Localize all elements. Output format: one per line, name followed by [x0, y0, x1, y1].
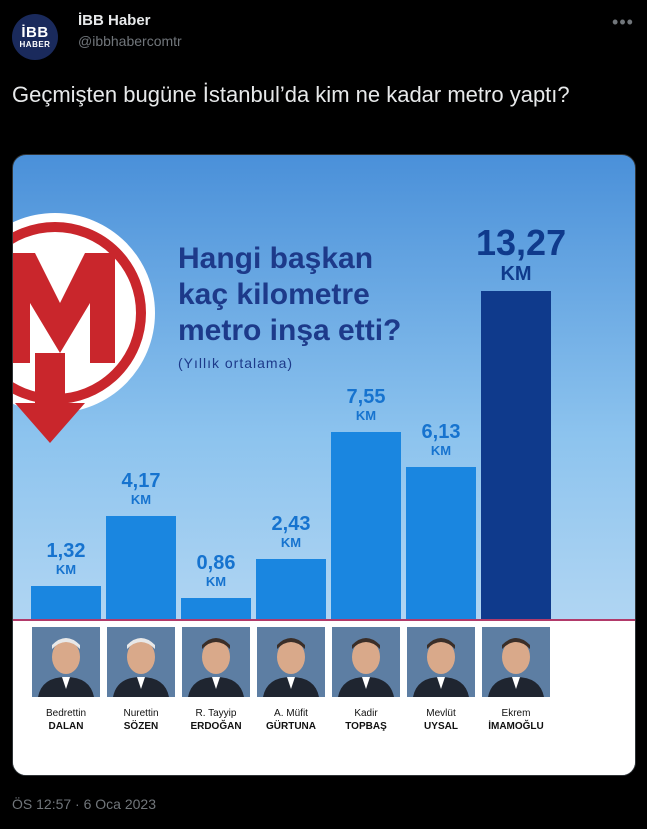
bar-3: [181, 598, 251, 619]
infographic-headline: Hangi başkan kaç kilometre metro inşa et…: [178, 241, 498, 349]
portrait-photo: [332, 627, 400, 697]
more-horizontal-icon[interactable]: •••: [612, 12, 634, 32]
bar-1: [31, 586, 101, 619]
tweet-header: İBB HABER İBB Haber @ibbhabercomtr •••: [0, 0, 647, 70]
avatar-text-bottom: HABER: [19, 40, 51, 49]
bar-5: [331, 432, 401, 619]
bar-7: [481, 291, 551, 619]
first-name: Bedrettin: [45, 708, 87, 719]
last-name: ERDOĞAN: [190, 721, 242, 732]
bar-unit: KM: [130, 492, 152, 507]
portrait-photo: [32, 627, 100, 697]
president-name-label: Kadir TOPBAŞ: [326, 707, 406, 733]
portrait-photo: [257, 627, 325, 697]
president-name-label: Ekrem İMAMOĞLU: [476, 707, 556, 733]
president-name-label: A. Müfit GÜRTUNA: [251, 707, 331, 733]
president-name-label: R. Tayyip ERDOĞAN: [176, 707, 256, 733]
bar-value-label: 4,17 KM: [101, 470, 181, 507]
portrait-photo: [482, 627, 550, 697]
bar-value-label: 0,86 KM: [176, 552, 256, 589]
tweet-text: Geçmişten bugüne İstanbul’da kim ne kada…: [12, 82, 570, 107]
bar-value-label: 2,43 KM: [251, 513, 331, 550]
bar-value: 1,32: [46, 540, 86, 562]
infographic-image[interactable]: Hangi başkan kaç kilometre metro inşa et…: [12, 154, 636, 776]
bar-unit: KM: [205, 574, 227, 589]
first-name: Ekrem: [501, 708, 531, 719]
first-name: A. Müfit: [274, 708, 308, 719]
last-name: UYSAL: [424, 721, 458, 732]
first-name: Nurettin: [123, 708, 159, 719]
bar-value: 2,43: [271, 513, 311, 535]
last-name: TOPBAŞ: [345, 721, 387, 732]
last-name: DALAN: [48, 721, 84, 732]
bar-6: [406, 467, 476, 619]
bar-value-label: 7,55 KM: [326, 386, 406, 423]
account-name[interactable]: İBB Haber: [78, 12, 151, 29]
last-name: SÖZEN: [123, 721, 159, 732]
bar-value-label: 13,27 KM: [476, 222, 567, 286]
president-name-label: Bedrettin DALAN: [26, 707, 106, 733]
last-name: İMAMOĞLU: [488, 721, 544, 732]
avatar-text-top: İBB: [21, 24, 49, 41]
bar-value: 6,13: [421, 421, 461, 443]
portrait-photo: [407, 627, 475, 697]
bar-value: 4,17: [121, 470, 161, 492]
bar-value: 13,27: [476, 222, 567, 263]
bar-value-label: 1,32 KM: [26, 540, 106, 577]
bar-unit: KM: [280, 535, 302, 550]
bar-value: 7,55: [346, 386, 386, 408]
headline-line: kaç kilometre: [178, 278, 370, 311]
infographic-subtitle: (Yıllık ortalama): [178, 355, 294, 371]
last-name: GÜRTUNA: [266, 721, 316, 732]
chart-baseline: [13, 619, 635, 621]
metro-m-logo: [13, 213, 155, 443]
headline-line: metro inşa etti?: [178, 314, 402, 347]
portrait-photo: [107, 627, 175, 697]
bar-value: 0,86: [196, 552, 236, 574]
bar-unit: KM: [355, 408, 377, 423]
tweet-timestamp[interactable]: ÖS 12:57 · 6 Oca 2023: [12, 796, 156, 812]
bar-unit: KM: [500, 263, 532, 285]
bar-2: [106, 516, 176, 619]
avatar[interactable]: İBB HABER: [12, 14, 58, 60]
bar-unit: KM: [55, 562, 77, 577]
account-handle[interactable]: @ibbhabercomtr: [78, 33, 182, 49]
bar-unit: KM: [430, 443, 452, 458]
president-name-label: Nurettin SÖZEN: [101, 707, 181, 733]
bar-value-label: 6,13 KM: [401, 421, 481, 458]
president-name-label: Mevlüt UYSAL: [401, 707, 481, 733]
bar-4: [256, 559, 326, 619]
first-name: R. Tayyip: [195, 708, 237, 719]
headline-line: Hangi başkan: [178, 242, 374, 275]
first-name: Kadir: [354, 708, 378, 719]
portrait-photo: [182, 627, 250, 697]
first-name: Mevlüt: [426, 708, 456, 719]
